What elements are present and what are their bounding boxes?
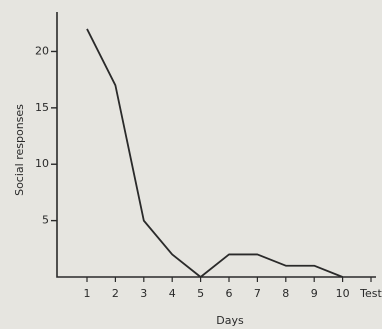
x-tick-label: 1 — [84, 287, 91, 300]
x-axis-label: Days — [216, 314, 244, 327]
x-tick-label: 9 — [311, 287, 318, 300]
y-tick-label: 10 — [35, 157, 49, 170]
x-tick-label: 2 — [112, 287, 119, 300]
x-tick-label: 6 — [226, 287, 233, 300]
data-line — [86, 28, 343, 278]
y-axis-label: Social responses — [13, 104, 26, 196]
x-tick-label: 5 — [197, 287, 204, 300]
y-tick-label: 15 — [35, 101, 49, 114]
x-tick-label: 4 — [169, 287, 176, 300]
x-tick-label: 7 — [254, 287, 261, 300]
x-tick-label: 8 — [282, 287, 289, 300]
x-tick-label: 3 — [140, 287, 147, 300]
x-tick-label: Test — [359, 287, 382, 300]
y-tick-label: 20 — [35, 44, 49, 57]
x-tick-label: 10 — [336, 287, 350, 300]
y-tick-label: 5 — [42, 214, 49, 227]
axes — [56, 12, 376, 278]
